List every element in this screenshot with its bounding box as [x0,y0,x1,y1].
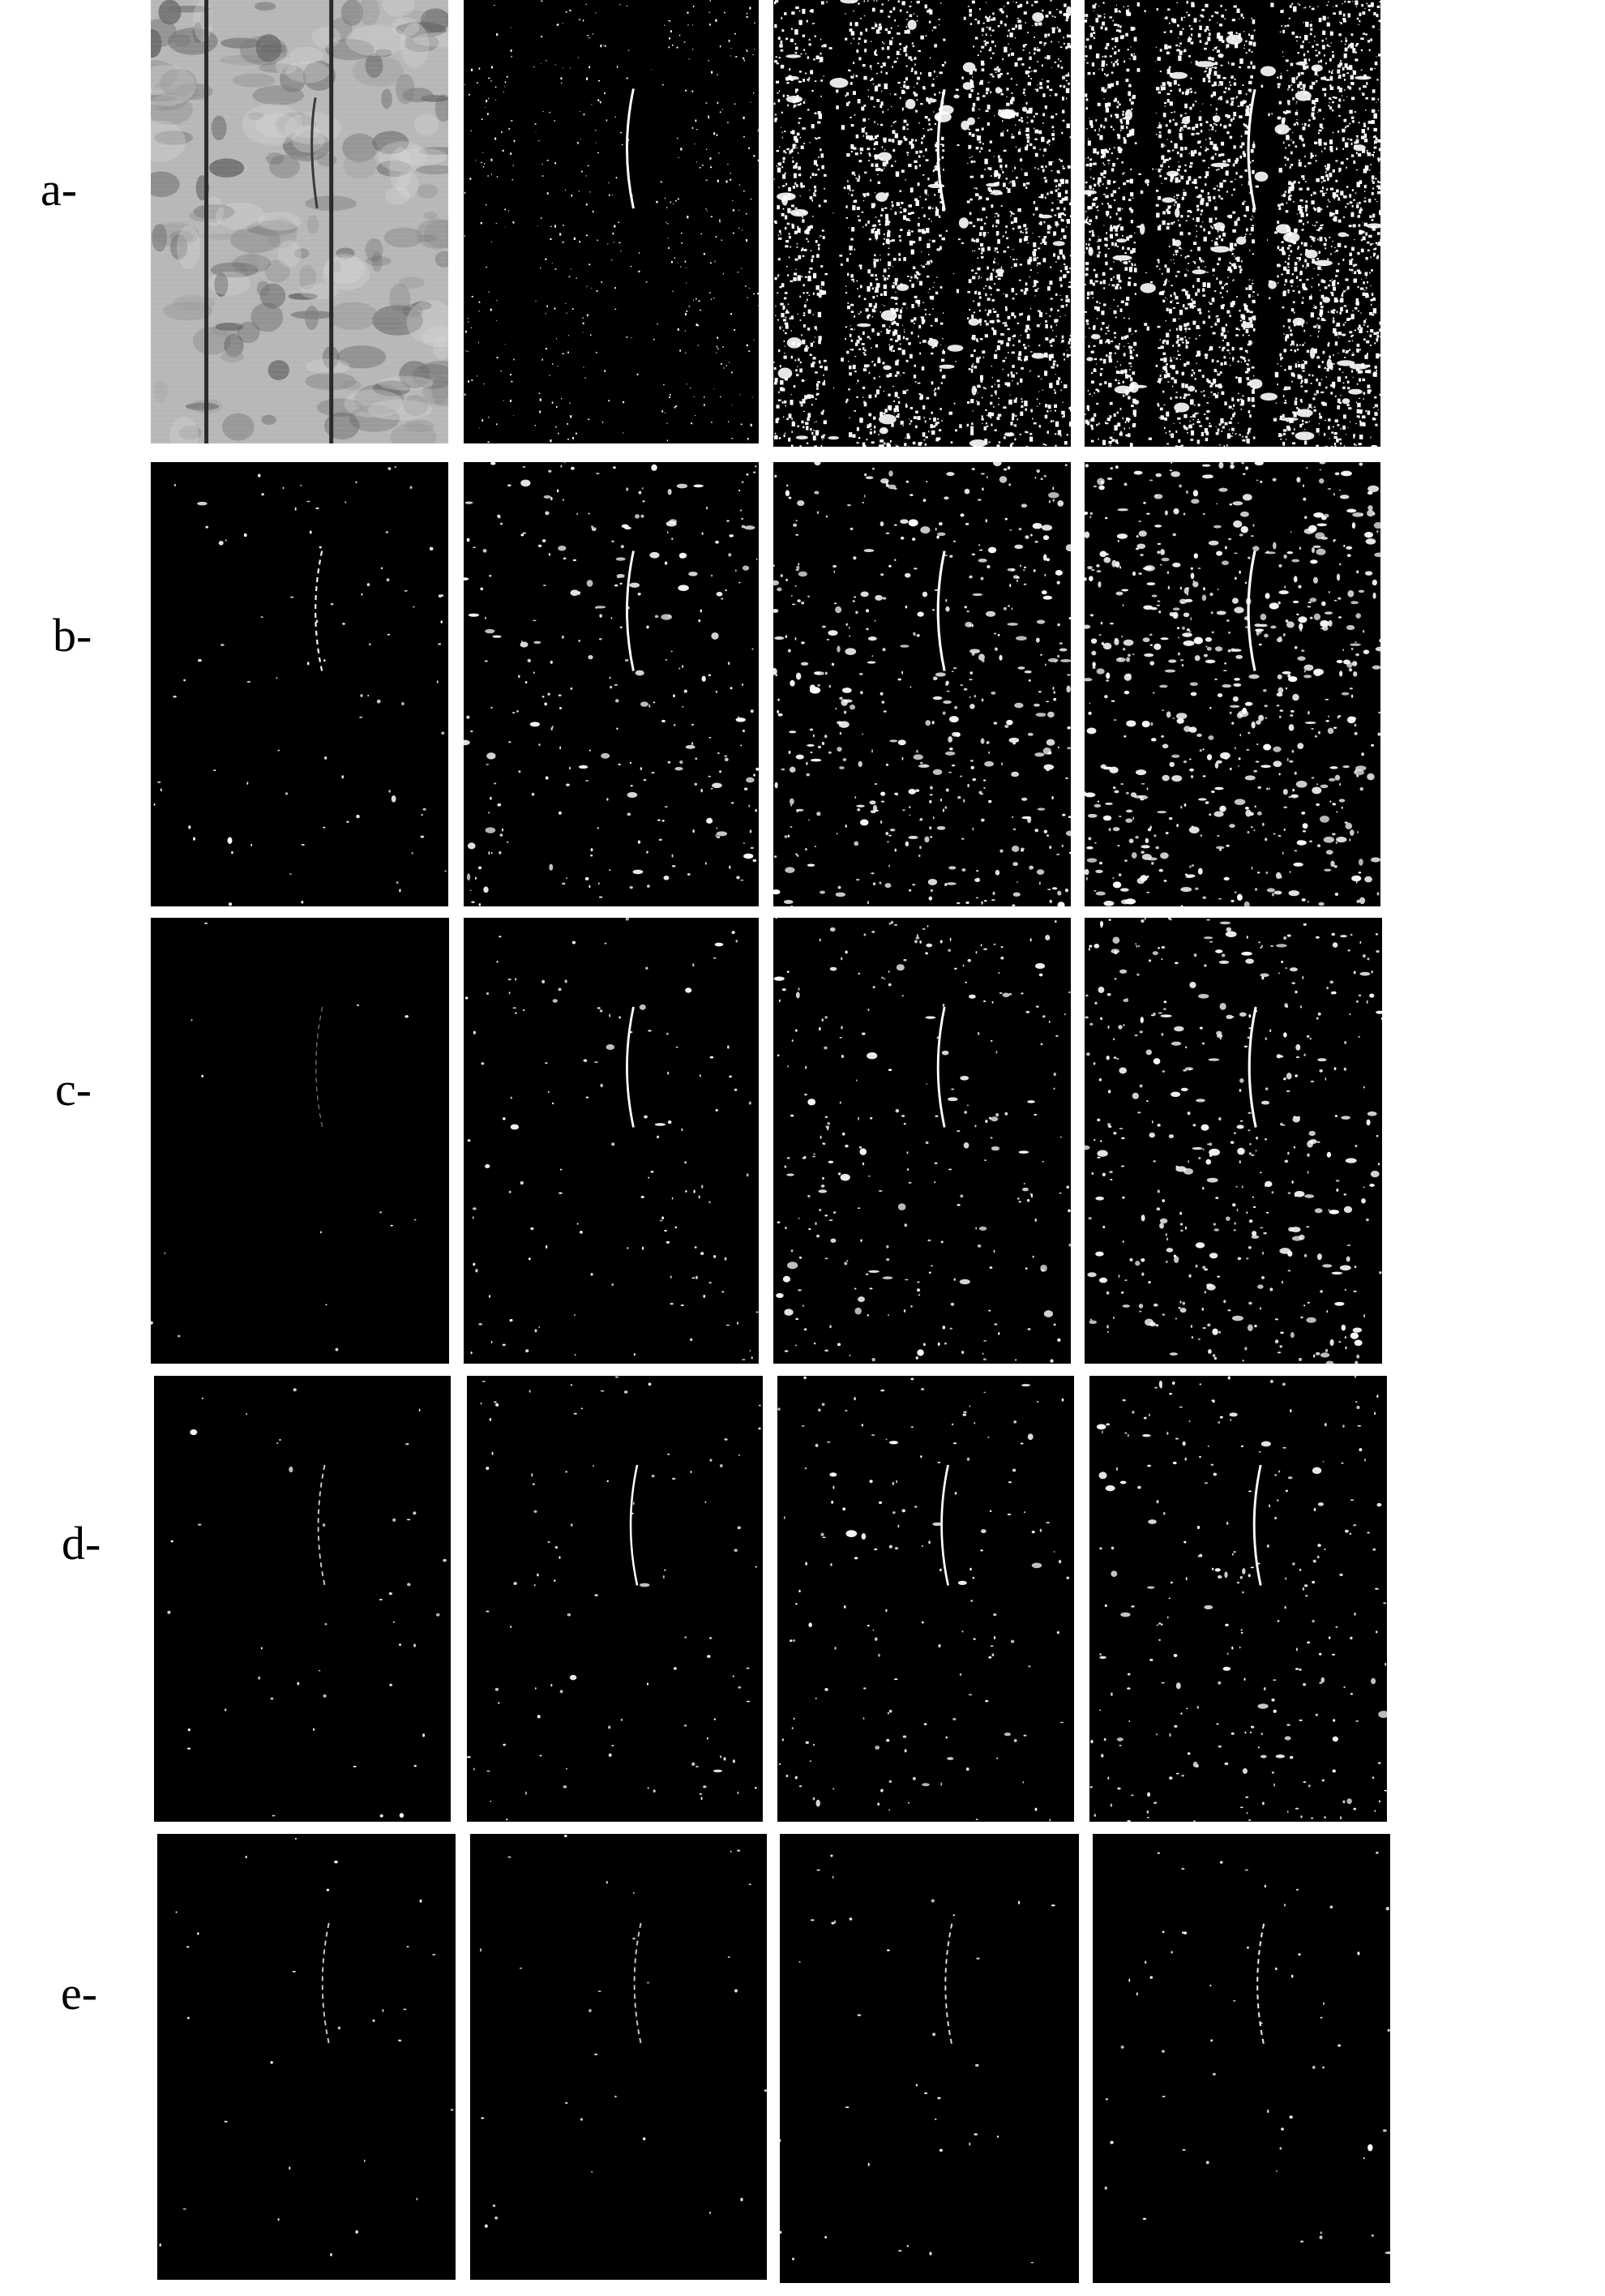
panel-image [773,918,1071,1364]
panel-image [773,462,1071,906]
panel-b-2 [464,462,759,906]
panel-d-3 [777,1376,1074,1822]
panel-image [464,918,759,1364]
panel-image [1085,918,1382,1364]
panel-image [467,1376,763,1822]
row-label-a: a- [41,163,78,216]
panel-image [151,918,449,1364]
panel-image [154,1376,451,1822]
panel-e-1 [157,1834,456,2280]
panel-b-1 [151,462,448,906]
panel-image [470,1834,767,2280]
panel-d-4 [1089,1376,1387,1822]
panel-image [1089,1376,1387,1822]
panel-e-4 [1093,1834,1390,2283]
panel-b-3 [773,462,1071,906]
row-label-d: d- [62,1517,101,1570]
panel-image [1093,1834,1390,2283]
panel-image [1085,462,1380,906]
panel-d-2 [467,1376,763,1822]
panel-image [464,0,759,443]
panel-image [773,0,1071,447]
panel-image [151,0,448,443]
row-label-c: c- [55,1063,92,1116]
panel-e-2 [470,1834,767,2280]
panel-c-1 [151,918,449,1364]
panel-image [780,1834,1079,2283]
panel-a-1 [151,0,448,443]
panel-a-2 [464,0,759,443]
panel-c-4 [1085,918,1382,1364]
panel-c-3 [773,918,1071,1364]
row-label-b: b- [53,609,92,662]
panel-b-4 [1085,462,1380,906]
row-label-e: e- [61,1967,98,2020]
panel-c-2 [464,918,759,1364]
panel-image [157,1834,456,2280]
panel-e-3 [780,1834,1079,2283]
panel-image [464,462,759,906]
panel-a-4 [1085,0,1380,447]
panel-image [151,462,448,906]
panel-image [777,1376,1074,1822]
panel-d-1 [154,1376,451,1822]
panel-a-3 [773,0,1071,447]
panel-image [1085,0,1380,447]
